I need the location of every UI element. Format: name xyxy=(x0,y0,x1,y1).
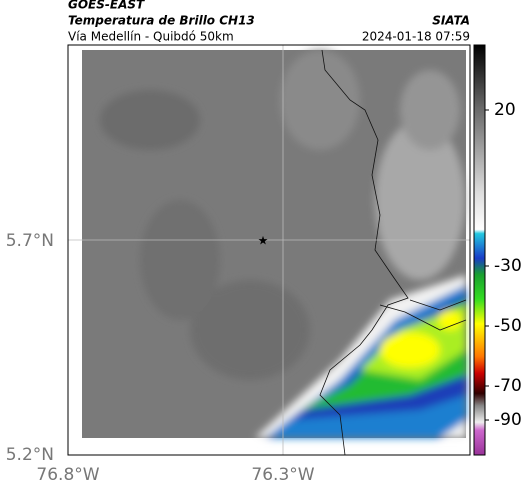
map-imagery: ★ xyxy=(67,44,486,456)
colorbar-tick-label: 20 xyxy=(494,100,516,120)
lon-label: 76.8°W xyxy=(36,465,99,485)
colorbar-tick-label: -50 xyxy=(494,316,522,336)
title: Temperatura de Brillo CH13 xyxy=(68,14,255,28)
colorbar-tick-label: -30 xyxy=(494,256,522,276)
org: SIATA xyxy=(432,14,470,28)
svg-text:★: ★ xyxy=(258,234,269,248)
colorbar-tick-label: -90 xyxy=(494,410,522,430)
lon-label: 76.3°W xyxy=(251,465,314,485)
lat-label: 5.7°N xyxy=(6,231,54,251)
colorbar-tick-label: -70 xyxy=(494,376,522,396)
datetime: 2024-01-18 07:59 xyxy=(362,30,470,44)
source: GOES-EAST xyxy=(68,0,145,12)
lat-label: 5.2°N xyxy=(6,445,54,465)
subtitle: Vía Medellín - Quibdó 50km xyxy=(68,30,234,44)
